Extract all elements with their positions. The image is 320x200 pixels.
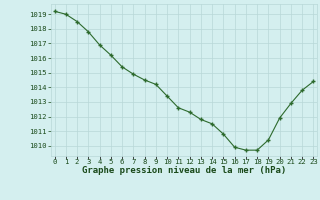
X-axis label: Graphe pression niveau de la mer (hPa): Graphe pression niveau de la mer (hPa) <box>82 166 286 175</box>
